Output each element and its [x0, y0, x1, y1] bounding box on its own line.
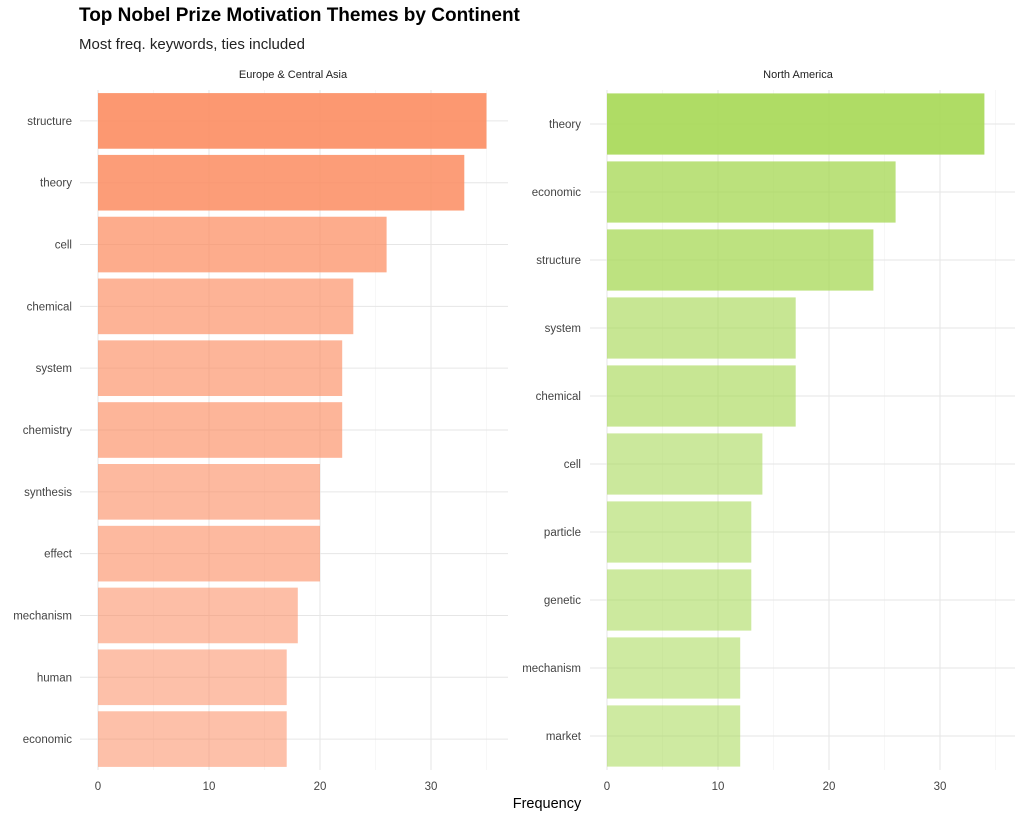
- category-label: structure: [536, 255, 581, 267]
- bar-structure: [98, 93, 487, 149]
- panel-label: North America: [763, 69, 834, 81]
- x-tick-label: 10: [712, 781, 725, 793]
- category-label: market: [546, 731, 582, 743]
- category-label: particle: [544, 527, 581, 539]
- x-tick-label: 10: [203, 781, 216, 793]
- x-tick-label: 30: [425, 781, 438, 793]
- bar-market: [607, 705, 741, 767]
- x-tick-label: 20: [823, 781, 836, 793]
- category-label: economic: [23, 734, 72, 746]
- category-label: chemical: [536, 391, 581, 403]
- x-tick-label: 0: [604, 781, 610, 793]
- bar-cell: [607, 433, 763, 495]
- category-label: chemical: [27, 301, 72, 313]
- bar-theory: [98, 154, 465, 211]
- category-label: chemistry: [23, 425, 72, 437]
- category-label: human: [37, 672, 72, 684]
- category-label: mechanism: [522, 663, 581, 675]
- bar-genetic: [607, 569, 752, 631]
- x-tick-label: 0: [95, 781, 101, 793]
- bar-mechanism: [607, 637, 741, 699]
- category-label: theory: [549, 119, 581, 131]
- bar-theory: [607, 93, 985, 155]
- bar-effect: [98, 525, 320, 582]
- bar-system: [98, 340, 343, 396]
- category-label: effect: [44, 549, 73, 561]
- category-label: cell: [564, 459, 581, 471]
- x-tick-label: 20: [314, 781, 327, 793]
- chart-title: Top Nobel Prize Motivation Themes by Con…: [79, 5, 520, 26]
- category-label: synthesis: [24, 487, 72, 499]
- bar-structure: [607, 229, 874, 291]
- bar-mechanism: [98, 587, 298, 644]
- category-label: system: [36, 363, 72, 375]
- panel-label: Europe & Central Asia: [239, 69, 348, 81]
- chart-subtitle: Most freq. keywords, ties included: [79, 36, 305, 53]
- x-axis-title: Frequency: [513, 796, 582, 812]
- category-label: theory: [40, 178, 72, 190]
- category-label: cell: [55, 240, 72, 252]
- bar-cell: [98, 216, 387, 273]
- category-label: structure: [27, 116, 72, 128]
- category-label: genetic: [544, 595, 581, 607]
- category-label: economic: [532, 187, 581, 199]
- bar-economic: [607, 161, 896, 223]
- bar-system: [607, 297, 796, 359]
- category-label: system: [545, 323, 581, 335]
- bar-chemistry: [98, 402, 343, 458]
- x-tick-label: 30: [934, 781, 947, 793]
- bar-chemical: [607, 365, 796, 427]
- bar-synthesis: [98, 464, 320, 520]
- bar-chemical: [98, 278, 354, 335]
- bar-human: [98, 649, 287, 706]
- bar-particle: [607, 501, 752, 563]
- category-label: mechanism: [13, 610, 72, 622]
- bar-economic: [98, 711, 287, 767]
